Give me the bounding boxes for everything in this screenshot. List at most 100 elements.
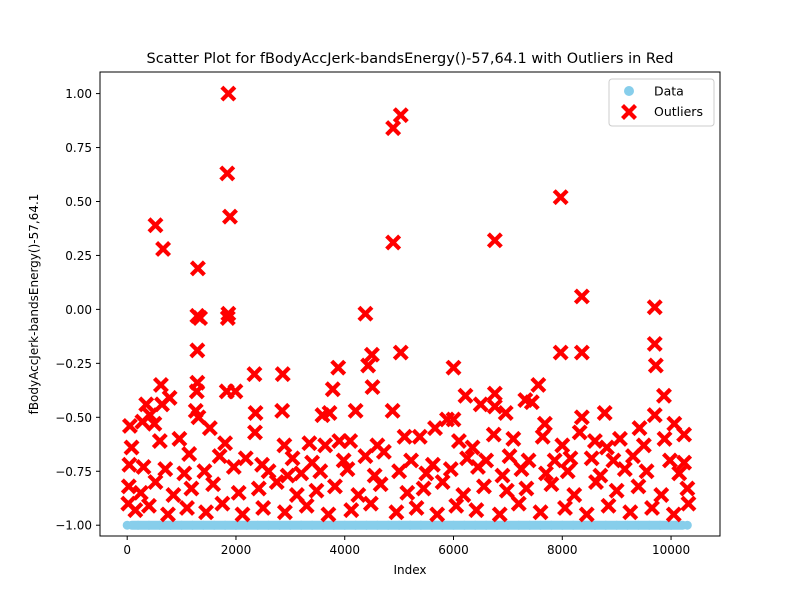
- outlier-point: [562, 450, 579, 467]
- outlier-point: [246, 366, 263, 383]
- outlier-point: [230, 484, 247, 501]
- outlier-point: [605, 452, 622, 469]
- outlier-point: [219, 165, 236, 182]
- outlier-point: [181, 446, 198, 462]
- outlier-point: [196, 463, 213, 480]
- outlier-point: [384, 402, 401, 419]
- outlier-point: [656, 387, 672, 404]
- outlier-point: [214, 495, 231, 512]
- outlier-point: [622, 504, 639, 521]
- outlier-point: [571, 424, 588, 441]
- outlier-point: [385, 234, 402, 251]
- outlier-point: [293, 465, 310, 482]
- outlier-point: [472, 396, 489, 413]
- y-axis-label: fBodyAccJerk-bandsEnergy()-57,64.1: [27, 194, 41, 415]
- y-tick-label: −0.75: [55, 465, 92, 479]
- outlier-point: [445, 411, 462, 428]
- outlier-point: [608, 482, 625, 499]
- outlier-point: [276, 504, 293, 521]
- outlier-point: [518, 480, 535, 497]
- outlier-point: [121, 417, 138, 434]
- outlier-point: [284, 450, 301, 467]
- outlier-point: [375, 443, 392, 460]
- outlier-point: [312, 463, 329, 480]
- outlier-point: [491, 506, 508, 523]
- outlier-point: [279, 467, 296, 484]
- y-tick-label: −1.00: [55, 519, 92, 533]
- outlier-point: [255, 499, 272, 516]
- outlier-point: [429, 506, 446, 523]
- y-tick-label: −0.25: [55, 357, 92, 371]
- outlier-point: [364, 379, 381, 396]
- outlier-point: [347, 402, 364, 419]
- y-tick-label: 0.00: [65, 303, 92, 317]
- outlier-point: [554, 437, 571, 454]
- legend-data-marker: [624, 86, 634, 96]
- outlier-point: [573, 409, 590, 426]
- chart-title: Scatter Plot for fBodyAccJerk-bandsEnerg…: [147, 51, 674, 67]
- outlier-point: [157, 461, 174, 478]
- outlier-point: [631, 420, 648, 437]
- legend-outliers-marker: [621, 104, 637, 120]
- outlier-point: [147, 474, 164, 491]
- outlier-point: [537, 465, 554, 482]
- outlier-point: [391, 463, 408, 480]
- outlier-point: [411, 428, 428, 445]
- outlier-point: [596, 405, 613, 421]
- outlier-point: [546, 452, 563, 469]
- outlier-point: [448, 497, 465, 514]
- y-tick-label: 0.25: [65, 249, 92, 263]
- outlier-point: [135, 458, 152, 475]
- outlier-point: [151, 433, 168, 450]
- legend-frame: [608, 78, 715, 127]
- outlier-point: [616, 461, 633, 478]
- outlier-point: [676, 426, 693, 443]
- outlier-point: [343, 502, 360, 519]
- outlier-point: [392, 107, 409, 124]
- outlier-point: [501, 448, 518, 465]
- outlier-point: [638, 463, 655, 480]
- x-tick-label: 2000: [221, 543, 252, 557]
- outlier-series: [120, 85, 697, 523]
- outlier-point: [247, 405, 264, 421]
- outlier-point: [142, 407, 159, 424]
- outlier-point: [586, 433, 603, 450]
- outlier-point: [418, 465, 435, 482]
- outlier-point: [362, 495, 379, 512]
- outlier-point: [497, 405, 514, 421]
- outlier-point: [534, 428, 551, 445]
- outlier-point: [680, 495, 697, 512]
- outlier-point: [198, 504, 215, 521]
- outlier-point: [217, 435, 234, 452]
- outlier-point: [372, 476, 389, 493]
- outlier-point: [147, 217, 164, 234]
- y-tick-label: −0.50: [55, 411, 92, 425]
- outlier-point: [276, 437, 293, 454]
- legend-outlier-x: [621, 104, 637, 120]
- y-axis: −1.00 −0.75 −0.50 −0.25 0.00 0.25 0.50 0.75 1.00: [55, 87, 100, 533]
- outlier-point: [468, 502, 485, 519]
- outlier-point: [171, 430, 188, 447]
- outlier-point: [494, 467, 511, 484]
- outlier-point: [457, 387, 474, 404]
- outlier-point: [415, 480, 432, 497]
- y-tick-label: 0.75: [65, 141, 92, 155]
- outlier-point: [566, 487, 583, 503]
- outlier-point: [274, 402, 291, 419]
- outlier-point: [331, 433, 348, 450]
- outlier-point: [403, 452, 420, 469]
- outlier-point: [250, 480, 267, 497]
- x-tick-label: 4000: [329, 543, 360, 557]
- outlier-point: [189, 342, 206, 359]
- outlier-point: [552, 344, 569, 361]
- outlier-point: [530, 376, 547, 393]
- outlier-point: [321, 405, 338, 421]
- outlier-point: [646, 407, 663, 424]
- outlier-point: [498, 482, 515, 499]
- outlier-point: [536, 415, 553, 432]
- outlier-point: [190, 409, 207, 426]
- outlier-point: [470, 458, 486, 475]
- outlier-point: [298, 497, 315, 514]
- outlier-point: [205, 476, 222, 493]
- outlier-point: [573, 288, 590, 305]
